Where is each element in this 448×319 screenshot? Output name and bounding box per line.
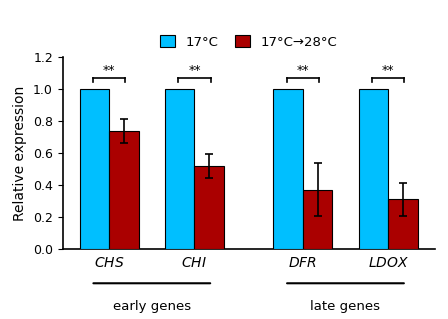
Text: late genes: late genes: [310, 300, 380, 314]
Legend: 17°C, 17°C→28°C: 17°C, 17°C→28°C: [159, 35, 338, 49]
Bar: [194, 166, 224, 249]
Bar: [303, 190, 332, 249]
Text: **: **: [382, 64, 394, 77]
Bar: [109, 131, 138, 249]
Text: **: **: [103, 64, 116, 77]
Bar: [388, 199, 418, 249]
Text: early genes: early genes: [113, 300, 191, 314]
Y-axis label: Relative expression: Relative expression: [13, 85, 27, 221]
Bar: [80, 89, 109, 249]
Bar: [359, 89, 388, 249]
Bar: [165, 89, 194, 249]
Text: **: **: [297, 64, 309, 77]
Text: **: **: [188, 64, 201, 77]
Bar: [273, 89, 303, 249]
